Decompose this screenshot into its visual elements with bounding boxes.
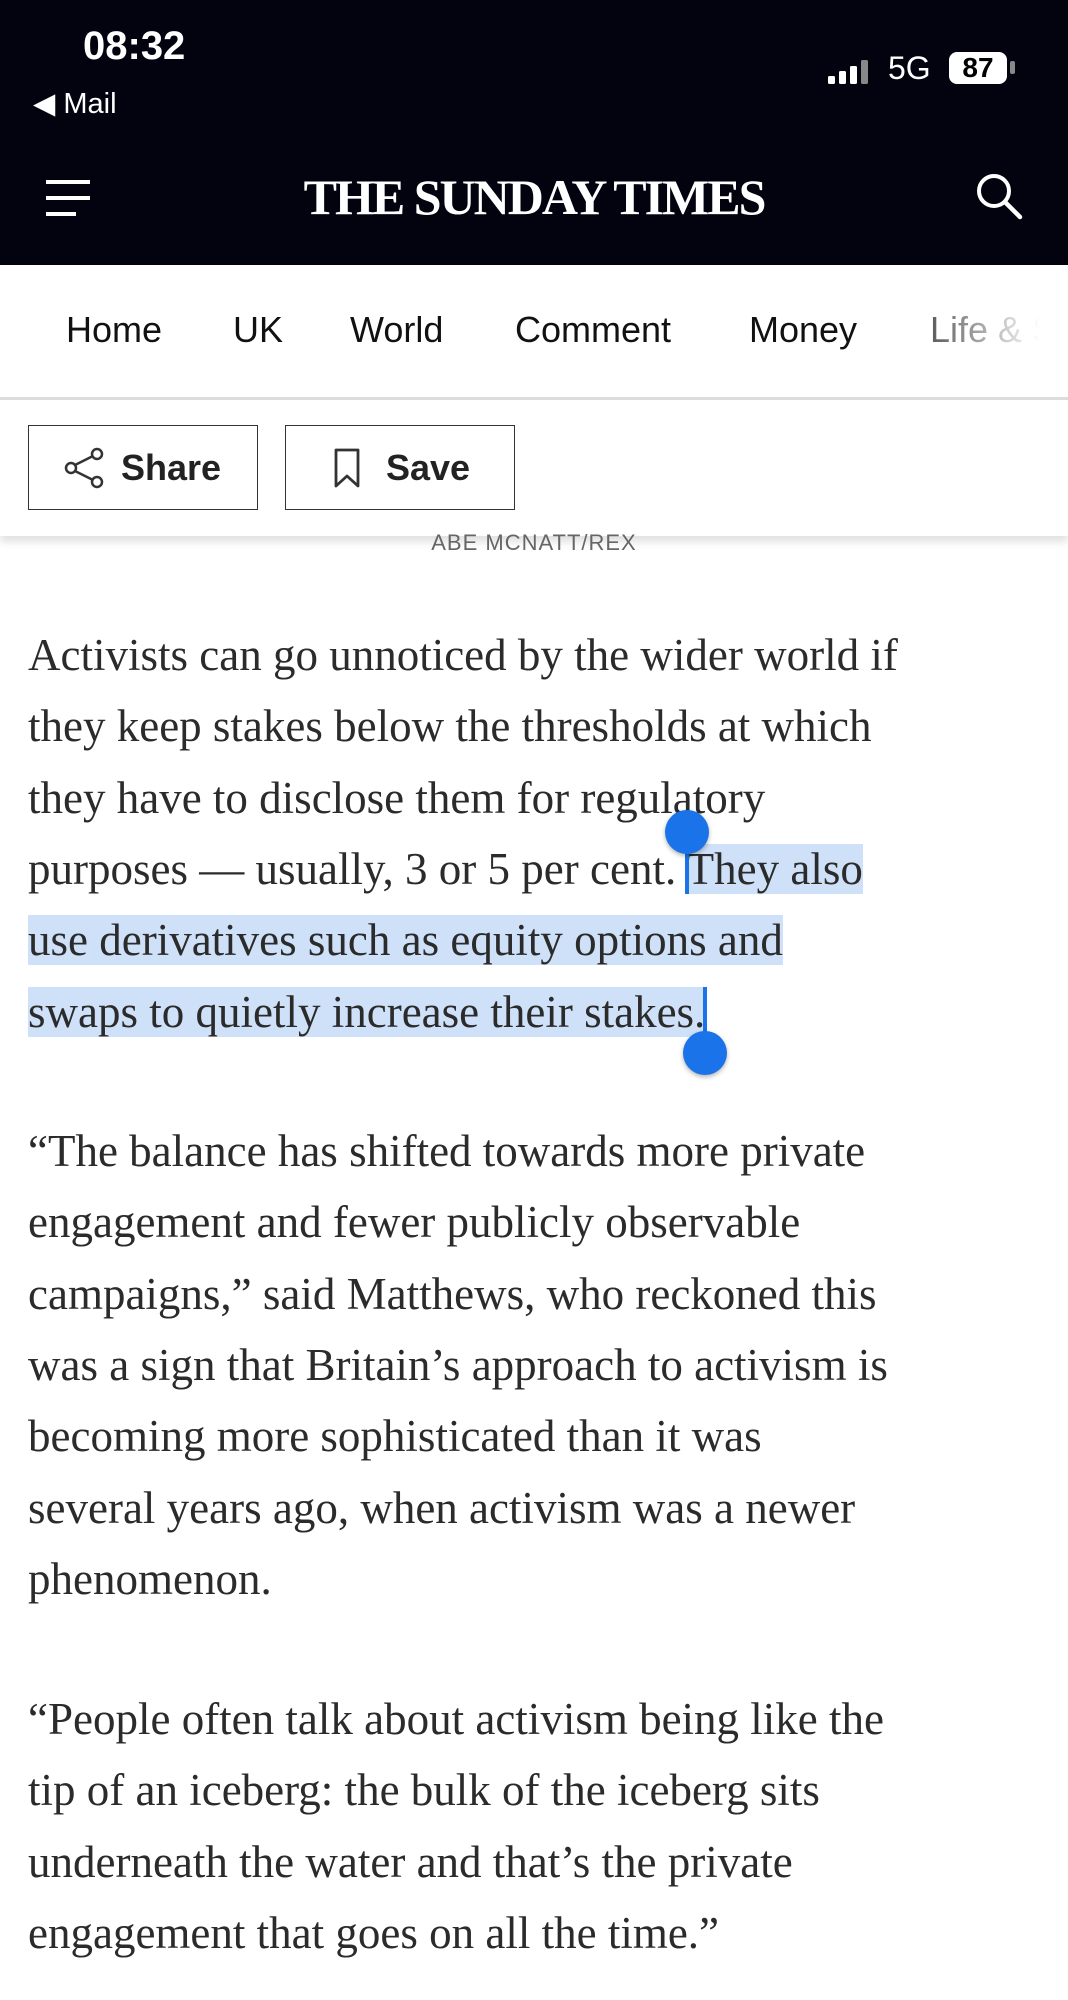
- text-line: tip of an iceberg: the bulk of the icebe…: [28, 1765, 820, 1816]
- search-icon[interactable]: [975, 172, 1025, 222]
- battery-tip: [1010, 61, 1015, 74]
- action-bar: [0, 400, 1068, 536]
- nav-item[interactable]: Money: [749, 309, 858, 350]
- share-icon: [64, 447, 104, 488]
- selected-text: They also: [686, 843, 863, 894]
- share-label: Share: [121, 446, 222, 488]
- text-line: engagement that goes on all the time.”: [28, 1907, 720, 1958]
- network: 5G: [888, 50, 931, 86]
- text-line: becoming more sophisticated than it was: [28, 1411, 762, 1462]
- menu-icon[interactable]: [44, 178, 94, 218]
- text-line: swaps to quietly increase their stakes.: [28, 977, 706, 1048]
- text-line: campaigns,” said Matthews, who reckoned …: [28, 1268, 877, 1319]
- nav-item[interactable]: Home: [66, 309, 163, 350]
- text-line: phenomenon.: [28, 1553, 272, 1604]
- signal-icon: [828, 60, 868, 84]
- text-line: they keep stakes below the thresholds at…: [28, 701, 872, 752]
- text-line: engagement and fewer publicly observable: [28, 1197, 801, 1248]
- text-line: underneath the water and that’s the priv…: [28, 1836, 793, 1887]
- text-line: Activists can go unnoticed by the wider …: [28, 630, 898, 680]
- selection-start-handle-knob[interactable]: [664, 809, 709, 854]
- save-button[interactable]: Save: [285, 425, 515, 510]
- text-line: “People often talk about activism being …: [28, 1694, 885, 1744]
- nav-fade: [880, 290, 1068, 390]
- selected-text: use derivatives such as equity options a…: [28, 915, 783, 966]
- nav-item[interactable]: Comment: [515, 309, 672, 350]
- text-line: purposes — usually, 3 or 5 per cent. The…: [28, 834, 863, 905]
- share-button[interactable]: Share: [28, 425, 258, 510]
- text-line: was a sign that Britain’s approach to ac…: [28, 1339, 888, 1390]
- nav-divider: [0, 397, 1068, 400]
- text-line: several years ago, when activism was a n…: [28, 1482, 856, 1533]
- save-icon: [334, 448, 360, 487]
- text-line: use derivatives such as equity options a…: [28, 905, 783, 976]
- nav-item[interactable]: World: [350, 309, 444, 350]
- image-credit: ABE MCNATT/REX: [431, 530, 637, 555]
- masthead[interactable]: THE SUNDAY TIMES: [303, 169, 767, 225]
- back-link[interactable]: ◀ Mail: [33, 88, 117, 120]
- battery: 87: [949, 52, 1007, 84]
- text-line: they have to disclose them for regulator…: [28, 772, 766, 823]
- selected-text: swaps to quietly increase their stakes.: [28, 986, 706, 1037]
- save-label: Save: [386, 446, 471, 488]
- selection-end-handle-knob[interactable]: [683, 1030, 728, 1075]
- header-bar: [0, 0, 1068, 265]
- clock: 08:32: [83, 24, 186, 68]
- selection-start-handle-bar: [684, 843, 689, 894]
- text-line: “The balance has shifted towards more pr…: [28, 1126, 866, 1176]
- selection-end-handle-bar: [703, 986, 708, 1037]
- nav-item[interactable]: UK: [233, 309, 284, 350]
- text-segment: purposes — usually, 3 or 5 per cent.: [28, 843, 687, 894]
